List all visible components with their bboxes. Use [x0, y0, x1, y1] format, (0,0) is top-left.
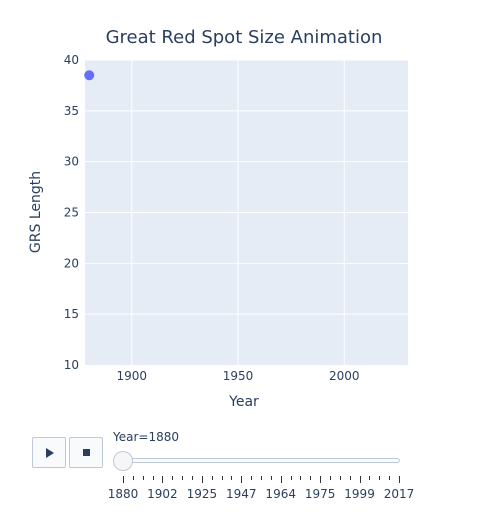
slider-minor-tick	[389, 476, 391, 480]
slider-tick	[241, 476, 243, 483]
y-tick-label: 20	[64, 256, 79, 270]
stop-button[interactable]	[69, 437, 103, 468]
slider-step-label[interactable]: 1902	[147, 487, 178, 501]
x-axis-label: Year	[228, 394, 259, 410]
slider-handle[interactable]	[113, 451, 133, 471]
slider-tick	[280, 476, 282, 483]
data-point[interactable]	[84, 70, 95, 81]
y-tick-label: 10	[64, 358, 79, 372]
x-tick-label: 2000	[329, 369, 360, 383]
slider-step-label[interactable]: 1964	[265, 487, 296, 501]
slider-step-label[interactable]: 1975	[304, 487, 336, 501]
grid	[85, 59, 408, 365]
slider-step-label[interactable]: 2017	[383, 487, 415, 501]
slider-minor-tick	[330, 476, 331, 480]
slider-minor-tick	[152, 476, 154, 480]
y-axis-label: GRS Length	[28, 171, 44, 253]
slider-minor-tick	[349, 476, 351, 480]
play-button[interactable]	[32, 437, 66, 468]
slider-tick	[359, 476, 361, 483]
slider-minor-tick	[221, 476, 223, 480]
slider-minor-tick	[379, 476, 381, 480]
play-icon	[46, 447, 54, 458]
y-tick-label: 35	[64, 104, 79, 118]
slider-minor-tick	[132, 476, 134, 480]
slider-step-label[interactable]: 1925	[186, 487, 218, 501]
stop-icon	[82, 449, 90, 456]
slider-minor-tick	[310, 476, 312, 480]
slider-minor-tick	[192, 476, 193, 480]
slider-minor-tick	[172, 476, 174, 480]
y-tick-label: 30	[64, 155, 79, 169]
slider-minor-tick	[369, 476, 371, 480]
slider-minor-tick	[251, 476, 253, 480]
chart-title: Great Red Spot Size Animation	[106, 27, 383, 48]
slider-minor-tick	[339, 476, 341, 480]
y-tick-label: 25	[64, 206, 79, 220]
slider-tick	[123, 476, 124, 483]
slider-minor-tick	[142, 476, 144, 480]
x-tick-label: 1950	[223, 369, 254, 383]
slider-minor-tick	[290, 476, 292, 480]
slider-minor-tick	[182, 476, 184, 480]
slider-minor-tick	[300, 476, 302, 480]
slider-minor-tick	[270, 476, 272, 480]
slider-minor-tick	[261, 476, 262, 480]
y-tick-label: 15	[64, 307, 79, 321]
slider-rail[interactable]	[116, 458, 400, 463]
slider-minor-tick	[231, 476, 233, 480]
slider-tick	[320, 476, 322, 483]
y-tick-label: 40	[64, 53, 79, 67]
x-tick-label: 1900	[116, 369, 147, 383]
slider-step-label[interactable]: 1880	[107, 487, 139, 501]
slider-step-label[interactable]: 1947	[226, 487, 257, 501]
slider-tick	[201, 476, 203, 483]
slider-current-value: Year=1880	[113, 430, 179, 444]
tick-labels: 1900 1950 2000 10 15 20 25 30 35 40	[64, 53, 360, 383]
slider-tick	[162, 476, 164, 483]
slider-step-label[interactable]: 1999	[344, 487, 375, 501]
slider-minor-tick	[211, 476, 213, 480]
data-points	[84, 70, 95, 81]
slider-tick	[399, 476, 400, 483]
